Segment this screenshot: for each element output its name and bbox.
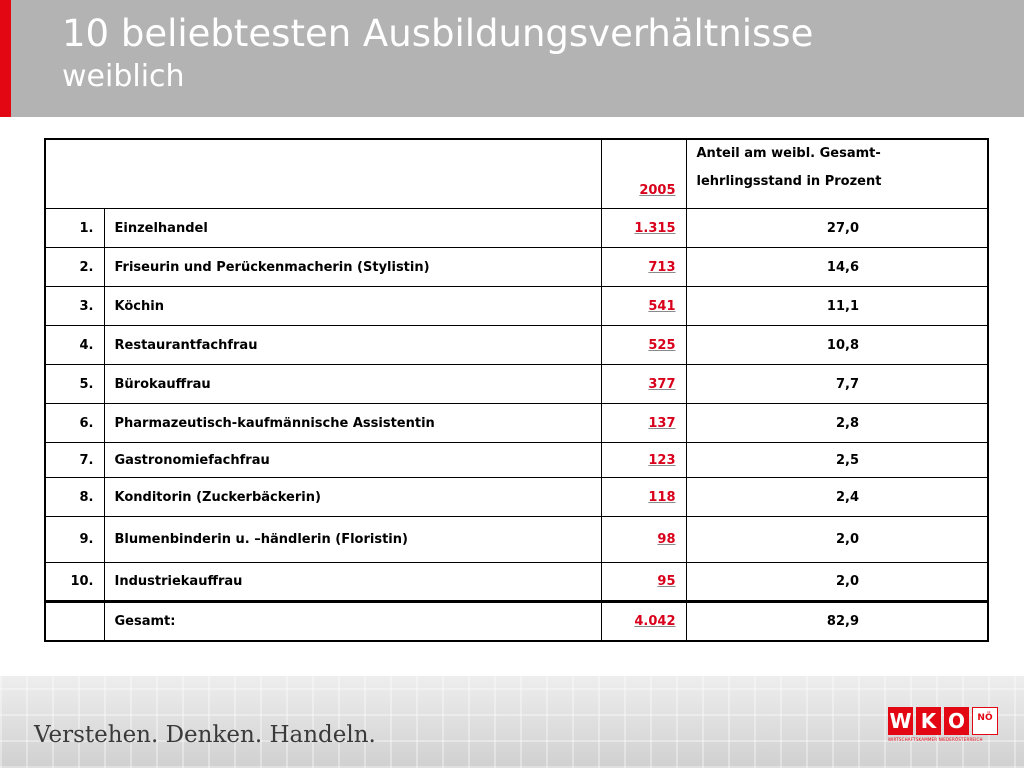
count-value: 541 <box>648 298 676 314</box>
occupation-cell: Pharmazeutisch-kaufmännische Assistentin <box>103 403 602 443</box>
table-row: 10. Industriekauffrau 95 2,0 <box>44 562 989 602</box>
occupation-cell: Friseurin und Perückenmacherin (Stylisti… <box>103 247 602 287</box>
rank-cell: 2. <box>44 247 105 287</box>
rank-cell: 1. <box>44 208 105 248</box>
occupation-cell: Konditorin (Zuckerbäckerin) <box>103 477 602 517</box>
header-share-line2: lehrlingsstand in Prozent <box>696 174 882 189</box>
table-row: 1. Einzelhandel 1.315 27,0 <box>44 208 989 248</box>
occupation-cell: Blumenbinderin u. –händlerin (Floristin) <box>103 516 602 563</box>
count-value: 713 <box>648 259 676 275</box>
logo-letter-o: O <box>944 707 969 735</box>
table-row: 4. Restaurantfachfrau 525 10,8 <box>44 325 989 365</box>
header-year-cell: 2005 <box>600 138 687 209</box>
header-share-line1: Anteil am weibl. Gesamt- <box>696 146 881 161</box>
page-title: 10 beliebtesten Ausbildungsverhältnisse <box>62 12 814 55</box>
percent-cell: 2,4 <box>685 477 989 517</box>
percent-cell: 2,0 <box>685 516 989 563</box>
percent-cell: 2,0 <box>685 562 989 602</box>
count-value: 377 <box>648 376 676 392</box>
rank-cell: 3. <box>44 286 105 326</box>
total-count-value: 4.042 <box>634 613 676 629</box>
total-label: Gesamt: <box>103 600 602 641</box>
table-total-row: Gesamt: 4.042 82,9 <box>44 600 989 641</box>
total-count-cell: 4.042 <box>600 600 687 641</box>
count-cell: 98 <box>600 516 687 563</box>
table-row: 3. Köchin 541 11,1 <box>44 286 989 326</box>
count-value: 118 <box>648 489 676 505</box>
rank-cell: 4. <box>44 325 105 365</box>
occupation-cell: Köchin <box>103 286 602 326</box>
occupation-cell: Einzelhandel <box>103 208 602 248</box>
count-cell: 377 <box>600 364 687 404</box>
count-value: 95 <box>657 574 676 589</box>
header-bar: 10 beliebtesten Ausbildungsverhältnisse … <box>0 0 1024 117</box>
rank-cell: 7. <box>44 442 105 478</box>
count-cell: 713 <box>600 247 687 287</box>
rank-cell: 8. <box>44 477 105 517</box>
occupation-cell: Restaurantfachfrau <box>103 325 602 365</box>
table-row: 7. Gastronomiefachfrau 123 2,5 <box>44 442 989 478</box>
count-value: 123 <box>648 452 676 468</box>
logo-subline: WIRTSCHAFTSKAMMER NIEDERÖSTERREICH <box>888 737 983 742</box>
footer-slogan: Verstehen. Denken. Handeln. <box>34 722 376 748</box>
percent-cell: 2,8 <box>685 403 989 443</box>
rank-cell: 5. <box>44 364 105 404</box>
total-percent-cell: 82,9 <box>685 600 989 641</box>
header-accent-stripe <box>0 0 11 117</box>
footer-band <box>0 676 1024 768</box>
count-value: 1.315 <box>634 220 676 236</box>
rank-cell: 6. <box>44 403 105 443</box>
percent-cell: 11,1 <box>685 286 989 326</box>
table-row: 5. Bürokauffrau 377 7,7 <box>44 364 989 404</box>
table-row: 2. Friseurin und Perückenmacherin (Styli… <box>44 247 989 287</box>
percent-cell: 2,5 <box>685 442 989 478</box>
count-cell: 541 <box>600 286 687 326</box>
count-cell: 137 <box>600 403 687 443</box>
apprenticeship-table: 2005 Anteil am weibl. Gesamt- lehrlingss… <box>44 138 989 642</box>
count-cell: 123 <box>600 442 687 478</box>
logo-letter-w: W <box>888 707 913 735</box>
percent-cell: 10,8 <box>685 325 989 365</box>
percent-cell: 14,6 <box>685 247 989 287</box>
rank-cell: 10. <box>44 562 105 602</box>
occupation-cell: Bürokauffrau <box>103 364 602 404</box>
table-row: 9. Blumenbinderin u. –händlerin (Florist… <box>44 516 989 563</box>
occupation-cell: Gastronomiefachfrau <box>103 442 602 478</box>
count-value: 525 <box>648 337 676 353</box>
header-share-cell: Anteil am weibl. Gesamt- lehrlingsstand … <box>685 138 989 209</box>
percent-cell: 7,7 <box>685 364 989 404</box>
count-cell: 1.315 <box>600 208 687 248</box>
count-value: 137 <box>648 415 676 431</box>
table-row: 8. Konditorin (Zuckerbäckerin) 118 2,4 <box>44 477 989 517</box>
page-subtitle: weiblich <box>62 59 185 94</box>
header-empty-cell <box>44 138 602 209</box>
table-row: 6. Pharmazeutisch-kaufmännische Assisten… <box>44 403 989 443</box>
count-cell: 118 <box>600 477 687 517</box>
count-cell: 525 <box>600 325 687 365</box>
header-year: 2005 <box>639 183 676 198</box>
wko-logo: W K O NÖ WIRTSCHAFTSKAMMER NIEDERÖSTERRE… <box>888 707 998 745</box>
count-cell: 95 <box>600 562 687 602</box>
logo-region: NÖ <box>972 707 998 735</box>
total-rank-cell <box>44 600 105 641</box>
logo-letter-k: K <box>916 707 941 735</box>
occupation-cell: Industriekauffrau <box>103 562 602 602</box>
rank-cell: 9. <box>44 516 105 563</box>
table-header-row: 2005 Anteil am weibl. Gesamt- lehrlingss… <box>44 138 989 209</box>
percent-cell: 27,0 <box>685 208 989 248</box>
count-value: 98 <box>657 532 676 547</box>
